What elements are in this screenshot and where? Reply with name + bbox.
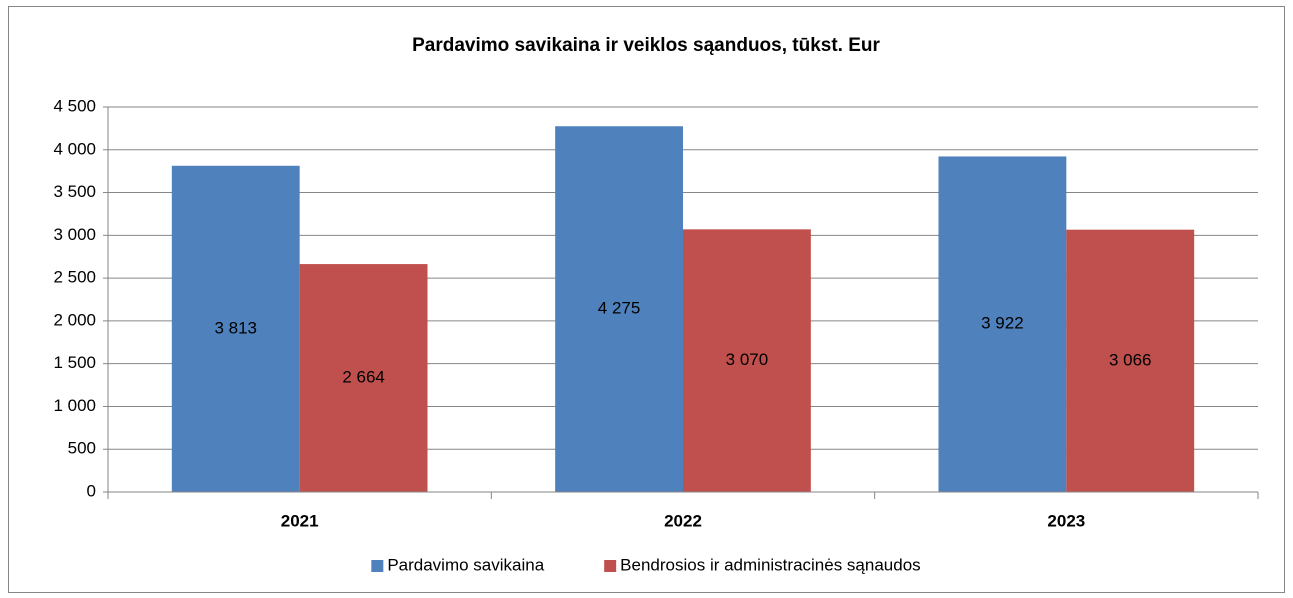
data-label: 3 070 <box>726 350 769 369</box>
data-label: 3 066 <box>1109 350 1152 369</box>
bar <box>299 264 428 492</box>
legend-label: Pardavimo savikaina <box>387 555 544 574</box>
data-label: 3 922 <box>981 314 1024 333</box>
y-tick-label: 500 <box>68 439 96 458</box>
y-tick-label: 2 500 <box>53 268 96 287</box>
y-tick-label: 1 000 <box>53 396 96 415</box>
y-tick-label: 4 000 <box>53 139 96 158</box>
bar <box>555 126 683 492</box>
x-tick-label: 2023 <box>1047 511 1085 530</box>
y-tick-label: 3 000 <box>53 225 96 244</box>
legend-swatch <box>604 560 617 572</box>
y-tick-label: 1 500 <box>53 353 96 372</box>
legend-swatch <box>371 560 384 572</box>
x-tick-label: 2021 <box>281 511 319 530</box>
data-label: 3 813 <box>214 318 257 337</box>
data-label: 4 275 <box>598 299 641 318</box>
y-tick-label: 2 000 <box>53 310 96 329</box>
x-tick-label: 2022 <box>664 511 702 530</box>
y-tick-label: 0 <box>87 481 96 500</box>
chart-title: Pardavimo savikaina ir veiklos sąanduos,… <box>412 35 880 56</box>
y-tick-label: 3 500 <box>53 182 96 201</box>
bar <box>683 229 811 492</box>
y-tick-label: 4 500 <box>53 96 96 115</box>
legend-label: Bendrosios ir administracinės sąnaudos <box>620 555 921 574</box>
data-label: 2 664 <box>342 368 385 387</box>
bar <box>938 156 1067 492</box>
bar <box>1066 229 1195 493</box>
bar <box>171 165 300 492</box>
